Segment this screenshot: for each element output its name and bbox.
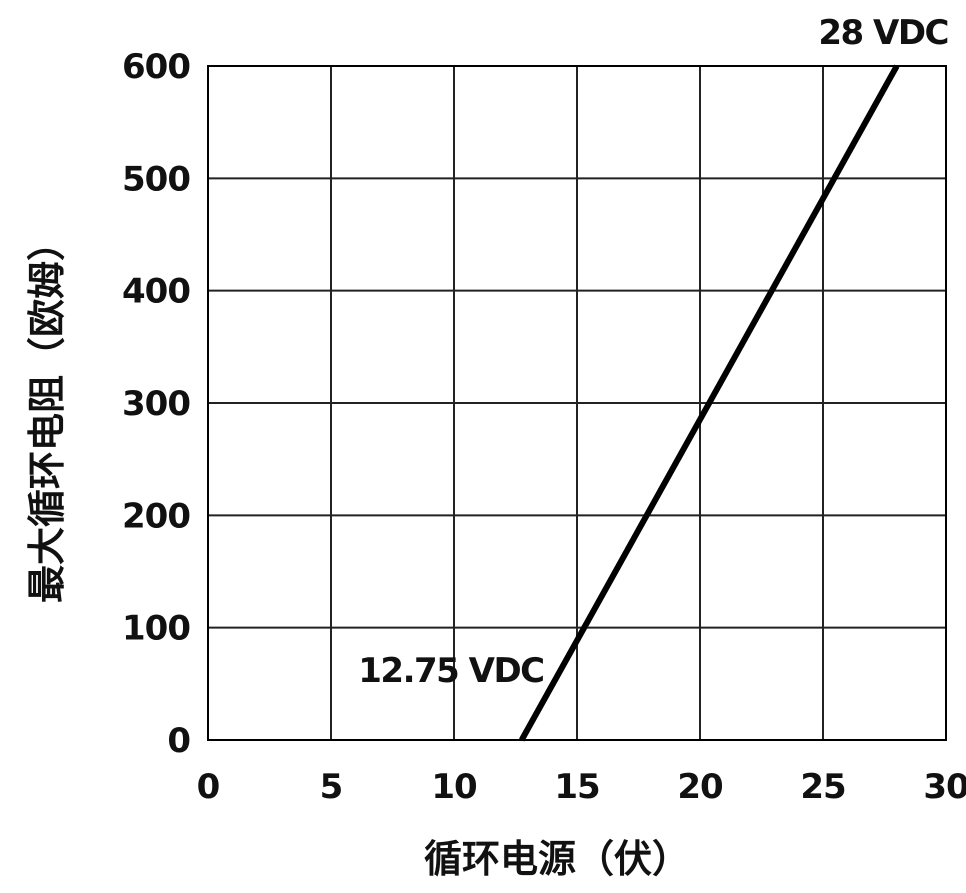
annotation-start: 12.75 VDC [358, 651, 543, 691]
x-tick-label: 20 [677, 767, 723, 807]
series-line-0 [519, 64, 900, 742]
x-tick-labels: 0 5 10 15 20 25 30 [197, 767, 966, 807]
annotation-end: 28 VDC [818, 13, 948, 53]
y-tick-label: 300 [122, 384, 190, 424]
y-tick-label: 100 [122, 609, 190, 649]
y-tick-label: 200 [122, 496, 190, 536]
y-axis-label: 最大循环电阻（欧姆） [25, 223, 69, 603]
y-tick-label: 400 [122, 272, 190, 312]
x-tick-label: 15 [554, 767, 599, 807]
y-tick-label: 600 [122, 47, 190, 87]
x-axis-label: 循环电源（伏） [424, 837, 690, 881]
plot-frame [207, 65, 947, 741]
x-tick-label: 25 [800, 767, 845, 807]
annotations: 12.75 VDC 28 VDC [358, 13, 949, 691]
y-tick-label: 500 [122, 159, 190, 199]
x-tick-label: 30 [923, 767, 966, 807]
x-tick-label: 10 [431, 767, 477, 807]
x-tick-label: 0 [197, 767, 220, 807]
y-tick-label: 0 [167, 721, 190, 761]
series-layer [519, 64, 900, 742]
x-tick-label: 5 [320, 767, 343, 807]
y-tick-labels: 0 100 200 300 400 500 600 [122, 47, 191, 761]
